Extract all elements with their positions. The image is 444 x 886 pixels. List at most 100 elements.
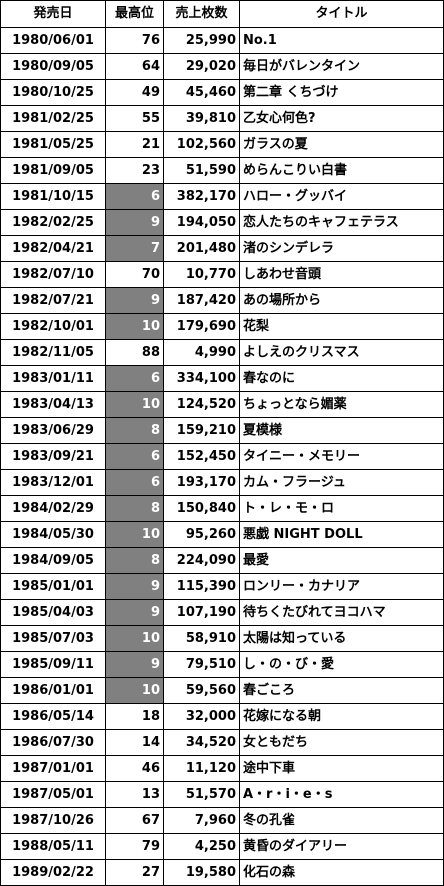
title-cell[interactable]: 最愛 bbox=[239, 547, 444, 574]
sales-cell[interactable]: 187,420 bbox=[163, 287, 240, 314]
release-date-cell[interactable]: 1981/09/05 bbox=[0, 157, 106, 184]
sales-cell[interactable]: 51,570 bbox=[163, 781, 240, 808]
release-date-cell[interactable]: 1986/01/01 bbox=[0, 677, 106, 704]
peak-rank-cell[interactable]: 10 bbox=[105, 521, 164, 548]
release-date-cell[interactable]: 1983/12/01 bbox=[0, 469, 106, 496]
sales-cell[interactable]: 224,090 bbox=[163, 547, 240, 574]
sales-cell[interactable]: 179,690 bbox=[163, 313, 240, 340]
title-cell[interactable]: A・r・i・e・s bbox=[239, 781, 444, 808]
release-date-cell[interactable]: 1981/10/15 bbox=[0, 183, 106, 210]
release-date-cell[interactable]: 1984/02/29 bbox=[0, 495, 106, 522]
release-date-cell[interactable]: 1985/04/03 bbox=[0, 599, 106, 626]
sales-cell[interactable]: 4,250 bbox=[163, 833, 240, 860]
release-date-cell[interactable]: 1987/05/01 bbox=[0, 781, 106, 808]
peak-rank-cell[interactable]: 6 bbox=[105, 365, 164, 392]
header-release-date[interactable]: 発売日 bbox=[0, 0, 106, 28]
title-cell[interactable]: めらんこりい白書 bbox=[239, 157, 444, 184]
peak-rank-cell[interactable]: 67 bbox=[105, 807, 164, 834]
title-cell[interactable]: 太陽は知っている bbox=[239, 625, 444, 652]
release-date-cell[interactable]: 1983/01/11 bbox=[0, 365, 106, 392]
release-date-cell[interactable]: 1982/07/10 bbox=[0, 261, 106, 288]
title-cell[interactable]: しあわせ音頭 bbox=[239, 261, 444, 288]
release-date-cell[interactable]: 1985/01/01 bbox=[0, 573, 106, 600]
sales-cell[interactable]: 124,520 bbox=[163, 391, 240, 418]
release-date-cell[interactable]: 1981/02/25 bbox=[0, 105, 106, 132]
peak-rank-cell[interactable]: 79 bbox=[105, 833, 164, 860]
sales-cell[interactable]: 102,560 bbox=[163, 131, 240, 158]
title-cell[interactable]: 恋人たちのキャフェテラス bbox=[239, 209, 444, 236]
peak-rank-cell[interactable]: 9 bbox=[105, 573, 164, 600]
peak-rank-cell[interactable]: 8 bbox=[105, 417, 164, 444]
release-date-cell[interactable]: 1980/09/05 bbox=[0, 53, 106, 80]
release-date-cell[interactable]: 1983/09/21 bbox=[0, 443, 106, 470]
peak-rank-cell[interactable]: 64 bbox=[105, 53, 164, 80]
sales-cell[interactable]: 51,590 bbox=[163, 157, 240, 184]
sales-cell[interactable]: 58,910 bbox=[163, 625, 240, 652]
title-cell[interactable]: タイニー・メモリー bbox=[239, 443, 444, 470]
peak-rank-cell[interactable]: 10 bbox=[105, 625, 164, 652]
title-cell[interactable]: ト・レ・モ・ロ bbox=[239, 495, 444, 522]
release-date-cell[interactable]: 1985/07/03 bbox=[0, 625, 106, 652]
peak-rank-cell[interactable]: 23 bbox=[105, 157, 164, 184]
release-date-cell[interactable]: 1986/05/14 bbox=[0, 703, 106, 730]
sales-cell[interactable]: 194,050 bbox=[163, 209, 240, 236]
sales-cell[interactable]: 159,210 bbox=[163, 417, 240, 444]
title-cell[interactable]: 待ちくたびれてヨコハマ bbox=[239, 599, 444, 626]
header-title[interactable]: タイトル bbox=[239, 0, 444, 28]
peak-rank-cell[interactable]: 8 bbox=[105, 495, 164, 522]
release-date-cell[interactable]: 1982/07/21 bbox=[0, 287, 106, 314]
title-cell[interactable]: 花梨 bbox=[239, 313, 444, 340]
header-peak-rank[interactable]: 最高位 bbox=[105, 0, 164, 28]
peak-rank-cell[interactable]: 46 bbox=[105, 755, 164, 782]
title-cell[interactable]: No.1 bbox=[239, 27, 444, 54]
sales-cell[interactable]: 34,520 bbox=[163, 729, 240, 756]
sales-cell[interactable]: 115,390 bbox=[163, 573, 240, 600]
peak-rank-cell[interactable]: 27 bbox=[105, 859, 164, 886]
sales-cell[interactable]: 19,580 bbox=[163, 859, 240, 886]
title-cell[interactable]: し・の・び・愛 bbox=[239, 651, 444, 678]
release-date-cell[interactable]: 1985/09/11 bbox=[0, 651, 106, 678]
release-date-cell[interactable]: 1982/11/05 bbox=[0, 339, 106, 366]
peak-rank-cell[interactable]: 14 bbox=[105, 729, 164, 756]
peak-rank-cell[interactable]: 9 bbox=[105, 209, 164, 236]
release-date-cell[interactable]: 1982/02/25 bbox=[0, 209, 106, 236]
peak-rank-cell[interactable]: 10 bbox=[105, 391, 164, 418]
peak-rank-cell[interactable]: 9 bbox=[105, 599, 164, 626]
release-date-cell[interactable]: 1980/10/25 bbox=[0, 79, 106, 106]
title-cell[interactable]: 化石の森 bbox=[239, 859, 444, 886]
title-cell[interactable]: ハロー・グッバイ bbox=[239, 183, 444, 210]
release-date-cell[interactable]: 1989/02/22 bbox=[0, 859, 106, 886]
release-date-cell[interactable]: 1986/07/30 bbox=[0, 729, 106, 756]
sales-cell[interactable]: 7,960 bbox=[163, 807, 240, 834]
sales-cell[interactable]: 4,990 bbox=[163, 339, 240, 366]
title-cell[interactable]: 夏模様 bbox=[239, 417, 444, 444]
peak-rank-cell[interactable]: 6 bbox=[105, 443, 164, 470]
peak-rank-cell[interactable]: 76 bbox=[105, 27, 164, 54]
release-date-cell[interactable]: 1982/10/01 bbox=[0, 313, 106, 340]
release-date-cell[interactable]: 1987/10/26 bbox=[0, 807, 106, 834]
sales-cell[interactable]: 201,480 bbox=[163, 235, 240, 262]
sales-cell[interactable]: 193,170 bbox=[163, 469, 240, 496]
sales-cell[interactable]: 45,460 bbox=[163, 79, 240, 106]
release-date-cell[interactable]: 1987/01/01 bbox=[0, 755, 106, 782]
title-cell[interactable]: ロンリー・カナリア bbox=[239, 573, 444, 600]
title-cell[interactable]: 途中下車 bbox=[239, 755, 444, 782]
sales-cell[interactable]: 29,020 bbox=[163, 53, 240, 80]
sales-cell[interactable]: 59,560 bbox=[163, 677, 240, 704]
peak-rank-cell[interactable]: 7 bbox=[105, 235, 164, 262]
title-cell[interactable]: 黄昏のダイアリー bbox=[239, 833, 444, 860]
release-date-cell[interactable]: 1983/06/29 bbox=[0, 417, 106, 444]
title-cell[interactable]: あの場所から bbox=[239, 287, 444, 314]
peak-rank-cell[interactable]: 9 bbox=[105, 651, 164, 678]
peak-rank-cell[interactable]: 18 bbox=[105, 703, 164, 730]
peak-rank-cell[interactable]: 21 bbox=[105, 131, 164, 158]
sales-cell[interactable]: 152,450 bbox=[163, 443, 240, 470]
sales-cell[interactable]: 32,000 bbox=[163, 703, 240, 730]
header-sales[interactable]: 売上枚数 bbox=[163, 0, 240, 28]
title-cell[interactable]: 春ごころ bbox=[239, 677, 444, 704]
sales-cell[interactable]: 95,260 bbox=[163, 521, 240, 548]
peak-rank-cell[interactable]: 6 bbox=[105, 183, 164, 210]
release-date-cell[interactable]: 1983/04/13 bbox=[0, 391, 106, 418]
peak-rank-cell[interactable]: 10 bbox=[105, 313, 164, 340]
title-cell[interactable]: よしえのクリスマス bbox=[239, 339, 444, 366]
